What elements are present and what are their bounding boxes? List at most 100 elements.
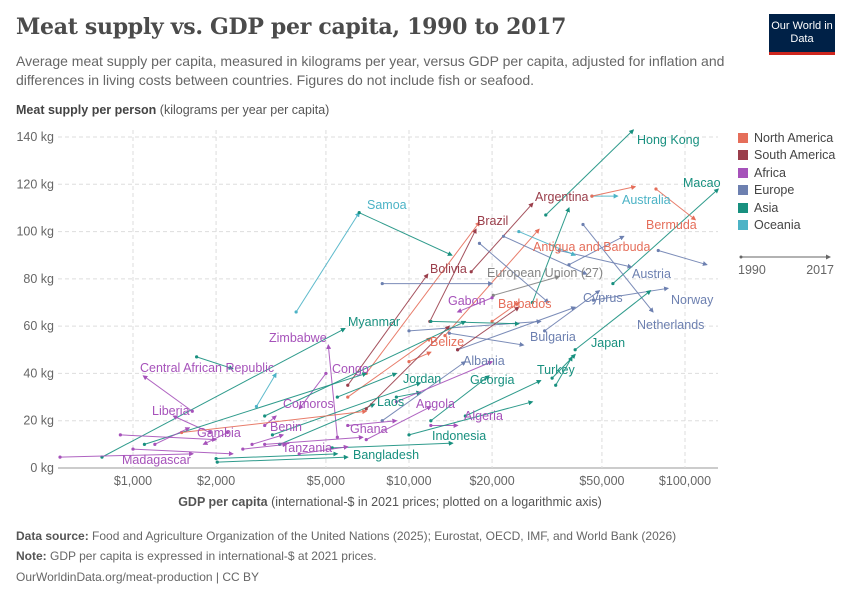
country-arrow[interactable] bbox=[530, 206, 570, 305]
country-label[interactable]: European Union (27) bbox=[487, 266, 603, 280]
country-arrow[interactable] bbox=[573, 290, 652, 352]
country-label[interactable]: Comoros bbox=[283, 397, 334, 411]
country-label[interactable]: Japan bbox=[591, 336, 625, 350]
country-arrow-georgia[interactable] bbox=[429, 375, 490, 423]
country-arrow-central-african-republic[interactable] bbox=[142, 375, 194, 413]
country-arrow-benin[interactable] bbox=[250, 433, 285, 446]
country-arrow-turkey[interactable] bbox=[554, 356, 573, 387]
country-arrow-madagascar[interactable] bbox=[58, 451, 195, 459]
country-arrow[interactable] bbox=[131, 447, 234, 457]
country-label[interactable]: Central African Republic bbox=[140, 361, 274, 375]
country-arrow-ghana[interactable] bbox=[263, 435, 364, 446]
country-label[interactable]: Bermuda bbox=[646, 218, 697, 232]
country-label[interactable]: Bangladesh bbox=[353, 448, 419, 462]
country-arrow-samoa[interactable] bbox=[294, 211, 360, 314]
country-label[interactable]: Australia bbox=[622, 193, 671, 207]
country-label[interactable]: Georgia bbox=[470, 373, 515, 387]
country-label[interactable]: Macao bbox=[683, 176, 721, 190]
country-arrow[interactable] bbox=[463, 379, 542, 418]
country-arrow[interactable] bbox=[357, 211, 453, 256]
trajectory-line bbox=[479, 243, 550, 304]
legend-item[interactable]: Oceania bbox=[738, 217, 835, 235]
country-label[interactable]: Bulgaria bbox=[530, 330, 576, 344]
country-arrow-gabon[interactable] bbox=[456, 296, 494, 313]
country-label[interactable]: Myanmar bbox=[348, 315, 400, 329]
country-label[interactable]: Liberia bbox=[152, 404, 190, 418]
country-label[interactable]: Norway bbox=[671, 293, 714, 307]
country-arrow[interactable] bbox=[195, 355, 234, 370]
country-arrow[interactable] bbox=[214, 451, 339, 461]
country-arrow-tanzania[interactable] bbox=[241, 442, 288, 451]
country-arrow[interactable] bbox=[394, 360, 494, 404]
country-arrow[interactable] bbox=[501, 234, 588, 275]
country-arrow[interactable] bbox=[517, 229, 577, 256]
country-arrow-angola[interactable] bbox=[346, 418, 398, 428]
country-label[interactable]: Congo bbox=[332, 362, 369, 376]
trajectory-line bbox=[299, 444, 349, 455]
country-arrow-norway[interactable] bbox=[591, 286, 670, 302]
y-tick-label: 120 kg bbox=[16, 177, 54, 191]
country-label[interactable]: Samoa bbox=[367, 198, 407, 212]
country-arrow-barbados[interactable] bbox=[490, 301, 520, 324]
country-label[interactable]: Albania bbox=[463, 354, 505, 368]
country-arrow-australia[interactable] bbox=[590, 193, 619, 199]
country-label[interactable]: Austria bbox=[632, 267, 671, 281]
legend-item[interactable]: Europe bbox=[738, 182, 835, 200]
country-label[interactable]: Laos bbox=[377, 395, 404, 409]
legend-item[interactable]: South America bbox=[738, 147, 835, 165]
country-arrow[interactable] bbox=[335, 372, 398, 399]
owid-logo[interactable]: Our World in Data bbox=[769, 14, 835, 55]
country-arrow[interactable] bbox=[364, 406, 432, 442]
country-arrow[interactable] bbox=[118, 433, 218, 442]
country-label[interactable]: Cyprus bbox=[583, 291, 623, 305]
country-arrow[interactable] bbox=[254, 372, 277, 409]
country-label[interactable]: Angola bbox=[416, 397, 455, 411]
country-label[interactable]: Gambia bbox=[197, 426, 241, 440]
country-arrow-argentina[interactable] bbox=[469, 202, 534, 274]
country-label[interactable]: Ghana bbox=[350, 422, 388, 436]
country-arrow[interactable] bbox=[477, 241, 550, 304]
country-label[interactable]: Netherlands bbox=[637, 318, 704, 332]
country-arrow-congo[interactable] bbox=[298, 371, 328, 410]
country-label[interactable]: Argentina bbox=[535, 190, 589, 204]
country-arrow[interactable] bbox=[656, 248, 708, 266]
country-arrow-belize[interactable] bbox=[407, 351, 432, 364]
country-label[interactable]: Hong Kong bbox=[637, 133, 700, 147]
country-label[interactable]: Benin bbox=[270, 420, 302, 434]
country-arrow-bangladesh[interactable] bbox=[215, 454, 349, 464]
country-arrow-european-union-27-[interactable] bbox=[491, 275, 561, 298]
footer-url[interactable]: OurWorldinData.org/meat-production | CC … bbox=[16, 570, 259, 584]
country-arrow[interactable] bbox=[153, 427, 191, 446]
legend-item[interactable]: Africa bbox=[738, 164, 835, 182]
country-label[interactable]: Antigua and Barbuda bbox=[533, 240, 651, 254]
country-label[interactable]: Turkey bbox=[537, 363, 575, 377]
country-label[interactable]: Tanzania bbox=[282, 441, 332, 455]
country-label[interactable]: Barbados bbox=[498, 297, 552, 311]
country-label[interactable]: Jordan bbox=[403, 372, 441, 386]
country-label[interactable]: Algeria bbox=[464, 409, 503, 423]
country-arrow[interactable] bbox=[270, 381, 422, 437]
country-arrow[interactable] bbox=[297, 444, 349, 456]
country-arrow-bermuda[interactable] bbox=[654, 187, 697, 221]
country-label[interactable]: Bolivia bbox=[430, 262, 467, 276]
country-arrow[interactable] bbox=[380, 281, 494, 287]
country-arrow[interactable] bbox=[567, 235, 625, 267]
country-arrow[interactable] bbox=[590, 185, 637, 198]
legend-item[interactable]: Asia bbox=[738, 199, 835, 217]
country-arrow[interactable] bbox=[429, 319, 520, 327]
country-arrow-comoros[interactable] bbox=[263, 415, 277, 428]
country-arrow-bolivia[interactable] bbox=[346, 273, 429, 387]
legend-item[interactable]: North America bbox=[738, 129, 835, 147]
country-label[interactable]: Zimbabwe bbox=[269, 331, 327, 345]
country-arrow[interactable] bbox=[407, 400, 534, 437]
country-label[interactable]: Madagascar bbox=[122, 453, 191, 467]
country-arrow[interactable] bbox=[263, 320, 467, 418]
country-label[interactable]: Belize bbox=[430, 335, 464, 349]
country-label[interactable]: Brazil bbox=[477, 214, 508, 228]
country-label[interactable]: Indonesia bbox=[432, 429, 486, 443]
country-arrow-zimbabwe[interactable] bbox=[326, 344, 339, 439]
country-arrow[interactable] bbox=[456, 306, 520, 352]
country-label[interactable]: Gabon bbox=[448, 294, 486, 308]
country-arrow-hong-kong[interactable] bbox=[544, 129, 635, 217]
